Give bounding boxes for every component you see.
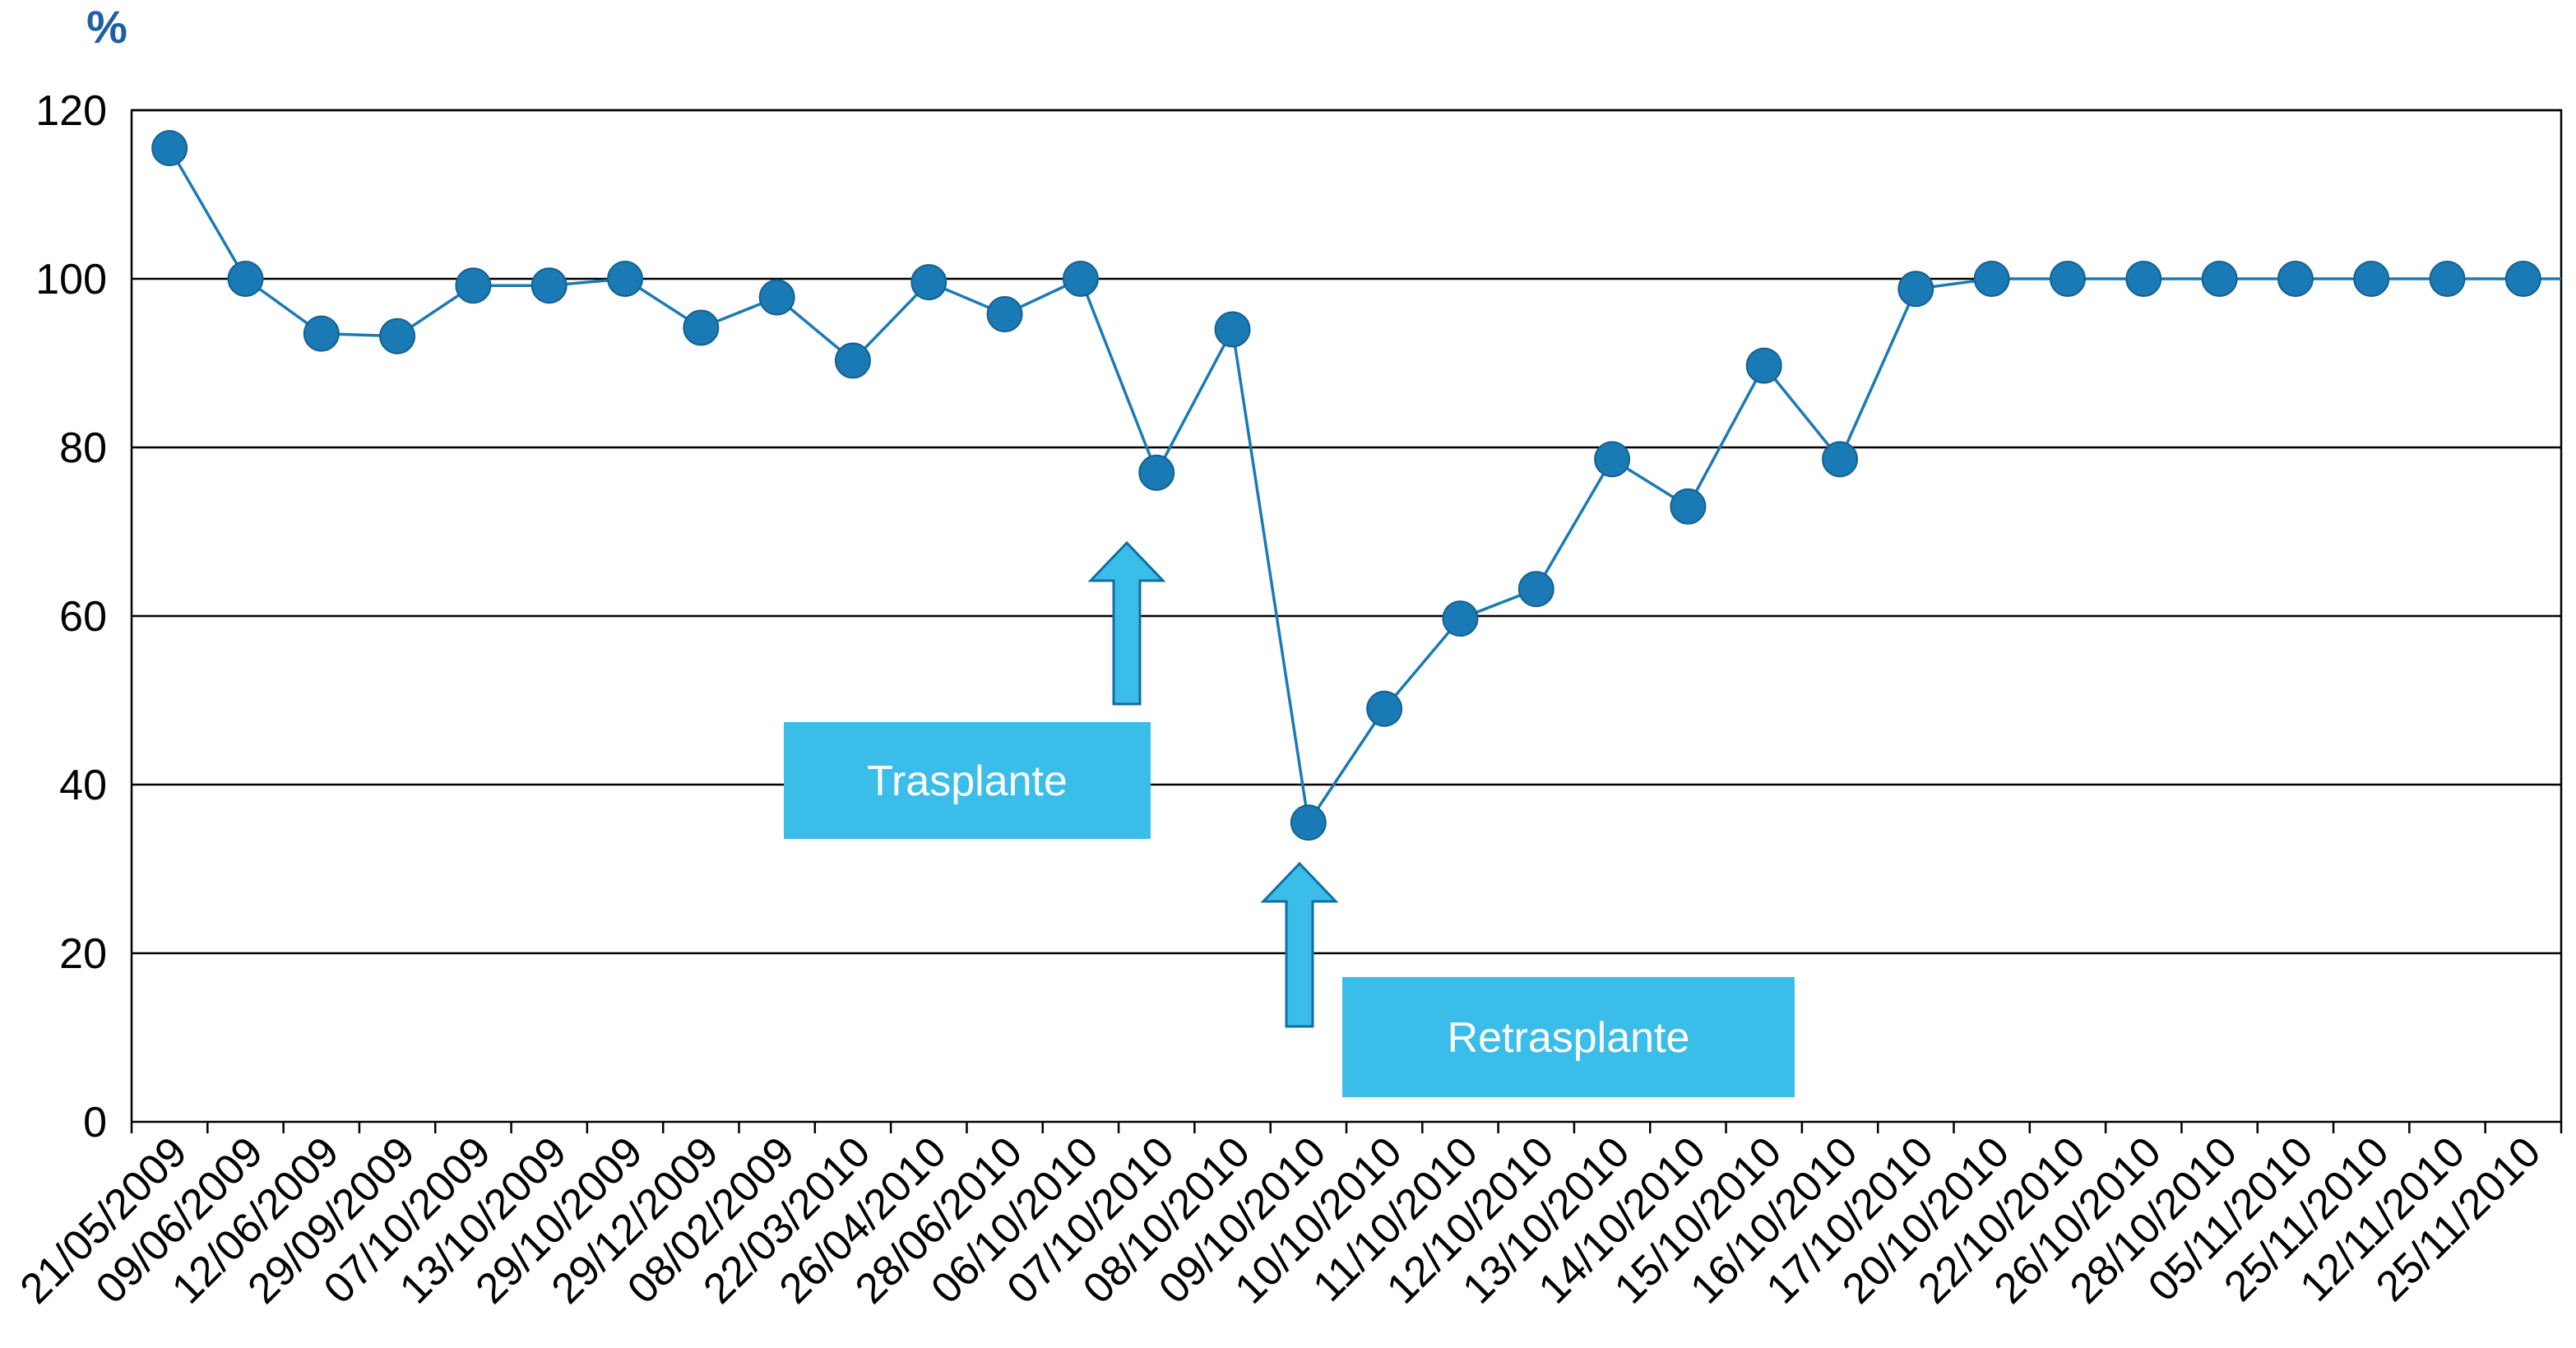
data-point [303, 315, 340, 352]
data-point [1822, 441, 1859, 478]
data-point [227, 261, 264, 297]
annotation-box [784, 722, 1151, 839]
data-point [2353, 261, 2390, 297]
annotation-arrow-icon [1087, 540, 1166, 706]
y-axis-unit-label: % [86, 1, 127, 53]
data-point [834, 342, 871, 379]
y-tick-label: 120 [35, 87, 107, 135]
data-point [1517, 571, 1554, 608]
data-point [1138, 454, 1175, 491]
data-point [2277, 261, 2314, 297]
annotation-label: Trasplante [867, 757, 1068, 805]
y-tick-label: 60 [59, 593, 107, 641]
data-point [455, 267, 492, 304]
y-tick-label: 40 [59, 762, 107, 809]
data-point [2504, 261, 2541, 297]
annotation-label: Retrasplante [1448, 1014, 1690, 1062]
axis-layer [130, 109, 2563, 1133]
annotation-box [1342, 977, 1795, 1097]
data-point [2125, 261, 2162, 297]
data-point [758, 279, 795, 316]
y-tick-label: 0 [83, 1099, 107, 1146]
data-point [1670, 488, 1707, 525]
series-line [168, 147, 2523, 824]
data-point [2201, 261, 2238, 297]
data-point [1594, 441, 1631, 478]
data-point [1214, 311, 1251, 348]
data-point [607, 261, 644, 297]
data-point [1290, 804, 1327, 841]
y-tick-label: 20 [59, 930, 107, 978]
data-point [683, 309, 720, 346]
data-point [986, 296, 1023, 333]
label-layer: 02040608010012021/05/200909/06/200912/06… [12, 1, 2551, 1313]
data-point [530, 267, 568, 304]
data-point [379, 317, 416, 354]
data-point [151, 130, 188, 167]
annotation-arrow-icon [1260, 861, 1339, 1028]
data-point [1442, 600, 1479, 637]
data-point [1366, 690, 1403, 727]
annotation-layer: Trasplante Retrasplante [784, 540, 1795, 1097]
y-tick-label: 100 [35, 256, 107, 303]
data-point [2049, 261, 2086, 297]
data-point [1745, 347, 1782, 384]
y-tick-label: 80 [59, 424, 107, 472]
series-layer [151, 130, 2561, 841]
data-point [1062, 261, 1099, 297]
data-point [2429, 261, 2466, 297]
data-point [1973, 261, 2010, 297]
data-point [1897, 271, 1934, 308]
data-point [910, 264, 947, 301]
grid-layer [132, 109, 2561, 955]
